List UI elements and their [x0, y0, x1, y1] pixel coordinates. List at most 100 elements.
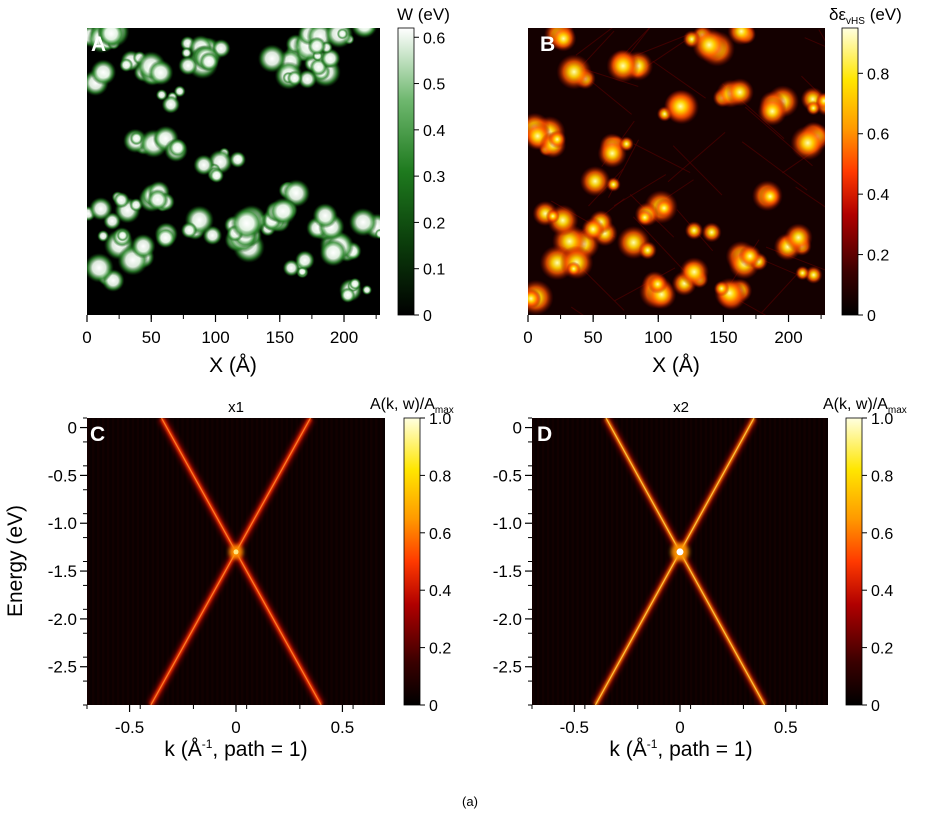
cluster-blob: [713, 280, 730, 297]
background-stripe: [255, 418, 259, 705]
background-stripe: [546, 418, 550, 705]
background-stripe: [620, 418, 624, 705]
panel-b-colorbar-tick-label: 0: [867, 308, 876, 325]
dirac-point: [676, 548, 684, 556]
panel-a-colorbar-tick-label: 0.4: [423, 123, 445, 140]
background-stripe: [305, 418, 309, 705]
panel-c-colorbar-tick-label: 0.6: [429, 526, 451, 543]
background-stripe: [345, 418, 348, 705]
panel-a-label: A: [91, 33, 106, 56]
cluster-blob: [647, 274, 668, 294]
cluster-blob: [349, 277, 362, 290]
panel-c-colorbar-tick-label: 1.0: [429, 411, 451, 428]
panel-d-y-tick-label: 0: [513, 419, 522, 438]
cluster-blob: [556, 54, 592, 90]
cluster-blob: [282, 259, 300, 277]
cluster-blob: [90, 59, 117, 86]
background-stripe: [536, 418, 540, 705]
background-stripe: [181, 418, 184, 705]
panel-d-colorbar-label: A(k, w)/Amax: [823, 396, 907, 416]
cluster-blob: [579, 165, 611, 197]
panel-b-colorbar-ticks: 0 0.2 0.4 0.6 0.8: [858, 66, 889, 325]
background-stripe: [285, 418, 289, 705]
cluster-blob: [168, 138, 187, 158]
background-stripe: [350, 418, 353, 705]
cluster-blob: [209, 168, 225, 183]
panel-d-title: x2: [673, 399, 689, 416]
panel-a-heatmap: [87, 28, 380, 303]
panel-b-colorbar: [841, 27, 859, 316]
panel-c-axes: -0.5 0 0.5 0 -0.5 -1.0 -1.5 -2.0 -2.5: [48, 417, 354, 737]
background-stripe: [694, 418, 698, 705]
cluster-blob: [638, 241, 657, 260]
background-stripe: [221, 418, 224, 705]
streak: [667, 132, 726, 183]
panel-b-x-tick-label: 200: [774, 328, 802, 347]
panel-d-colorbar-tick-label: 0.6: [871, 526, 893, 543]
background-stripe: [116, 418, 120, 705]
background-stripe: [601, 418, 604, 705]
background-stripe: [211, 418, 214, 705]
background-stripe: [300, 418, 304, 705]
cluster-blob: [230, 207, 263, 240]
background-stripe: [798, 418, 801, 705]
panel-c-title: x1: [228, 399, 244, 416]
background-stripe: [320, 418, 323, 705]
cluster-blob: [350, 28, 378, 39]
cluster-blob: [89, 197, 113, 221]
streak: [575, 28, 613, 56]
streak: [818, 29, 825, 42]
cluster-blob: [113, 192, 130, 209]
background-stripe: [744, 418, 747, 705]
cluster-blob: [116, 229, 129, 242]
cluster-blob: [269, 197, 297, 225]
background-stripe: [250, 418, 254, 705]
panel-b-x-axis: 0 50 100 150 200: [523, 315, 822, 347]
background-stripe: [606, 418, 609, 705]
panel-d-colorbar-tick-label: 0.4: [871, 583, 893, 600]
panel-d-y-tick-label: -2.5: [493, 658, 522, 677]
background-stripe: [176, 418, 179, 705]
panel-d-colorbar-ticks: 0 0.2 0.4 0.6 0.8 1.0: [862, 411, 893, 715]
cluster-blob: [784, 223, 813, 252]
background-stripe: [645, 418, 648, 705]
panel-b: B 0 50 100 150 200 X (Å) 0 0.2 0.4 0.6 0.8 δεvHS…: [523, 5, 902, 377]
panel-d-x-tick-label: -0.5: [560, 718, 589, 737]
background-stripe: [566, 418, 569, 705]
cluster-blob: [155, 89, 168, 101]
panel-c-label: C: [90, 423, 105, 446]
background-stripe: [773, 418, 777, 705]
background-stripe: [191, 418, 194, 705]
background-stripe: [216, 418, 219, 705]
panel-a-x-tick-label: 100: [201, 328, 229, 347]
band-core: [605, 418, 766, 705]
cluster-blob: [319, 239, 347, 267]
panel-d-colorbar: [845, 417, 863, 706]
panel-b-x-tick-label: 150: [709, 328, 737, 347]
streak: [633, 143, 691, 173]
panel-a-colorbar-tick-label: 0.5: [423, 77, 445, 94]
panel-d-colorbar-tick-label: 1.0: [871, 411, 893, 428]
cluster-blob: [361, 284, 373, 296]
panel-a-x-tick-label: 50: [142, 328, 161, 347]
panel-d-xlabel: k (Å-1, path = 1): [609, 737, 752, 761]
streak: [582, 268, 625, 311]
cluster-blob: [180, 221, 198, 239]
background-stripe: [101, 418, 105, 705]
panel-c-colorbar-label: A(k, w)/Amax: [370, 396, 454, 416]
background-stripe: [689, 418, 693, 705]
cluster-blob: [545, 209, 560, 224]
panel-c-heatmap: [87, 418, 383, 705]
panel-a-xlabel: X (Å): [209, 354, 257, 377]
background-stripe: [340, 418, 343, 705]
cluster-blob: [550, 28, 577, 52]
panel-c-y-tick-label: -1.5: [48, 562, 77, 581]
cluster-blob: [684, 221, 704, 240]
background-stripe: [166, 418, 169, 705]
cluster-blob: [725, 78, 754, 107]
panel-a-colorbar-tick-label: 0: [423, 308, 432, 325]
panel-c: C x1 -0.5 0 0.5 0 -0.5 -1.0 -1.5 -2.0 -2.5 Energ…: [4, 396, 454, 761]
background-stripe: [265, 418, 269, 705]
panel-a-colorbar: [397, 27, 415, 316]
